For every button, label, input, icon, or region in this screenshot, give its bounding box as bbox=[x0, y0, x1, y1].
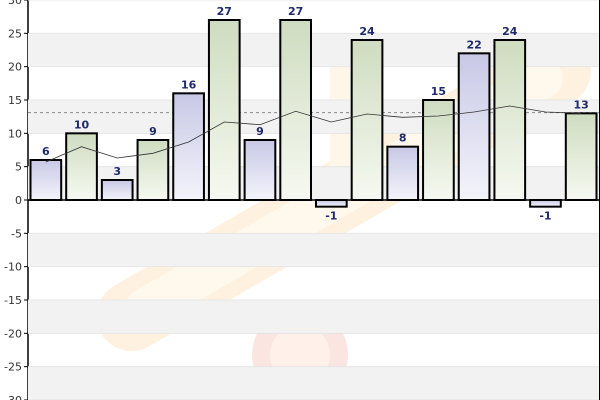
data-label: 13 bbox=[574, 98, 589, 111]
data-label: 9 bbox=[256, 125, 264, 138]
data-label: 6 bbox=[42, 145, 50, 158]
y-tick-label: 30 bbox=[8, 0, 22, 7]
data-label: 9 bbox=[149, 125, 157, 138]
bar bbox=[564, 112, 598, 201]
bar bbox=[457, 52, 491, 202]
y-tick-label: 0 bbox=[15, 194, 22, 207]
data-labels: 6 10 3 9 16 27 9 27 -1 24 8 15 22 24 -1 13 bbox=[42, 5, 589, 223]
data-label: 22 bbox=[466, 38, 481, 51]
data-label: -1 bbox=[539, 210, 551, 223]
y-tick-label: -25 bbox=[4, 361, 22, 374]
bar bbox=[172, 92, 205, 201]
grid-band bbox=[28, 366, 599, 400]
bar bbox=[65, 132, 98, 201]
bar bbox=[386, 145, 420, 202]
data-label: 10 bbox=[74, 118, 90, 131]
y-tick-label: 25 bbox=[8, 27, 22, 40]
data-label: 16 bbox=[181, 78, 197, 91]
trend-line bbox=[45, 105, 582, 163]
trend-line-group bbox=[45, 105, 582, 163]
data-label: 3 bbox=[113, 165, 121, 178]
y-tick-label: -10 bbox=[4, 261, 22, 274]
data-label: 24 bbox=[359, 25, 375, 38]
bar bbox=[493, 39, 527, 201]
y-tick-label: -15 bbox=[4, 294, 22, 307]
bar bbox=[100, 179, 134, 201]
data-label: 27 bbox=[288, 5, 303, 18]
y-tick-label: 15 bbox=[8, 94, 22, 107]
data-label: 8 bbox=[399, 132, 407, 145]
bar bbox=[350, 39, 384, 201]
data-label: -1 bbox=[325, 210, 337, 223]
bar bbox=[207, 19, 241, 201]
bar bbox=[279, 19, 313, 201]
data-label: 27 bbox=[217, 5, 232, 18]
bar bbox=[243, 139, 277, 201]
bar bbox=[314, 199, 348, 208]
bars bbox=[29, 19, 598, 208]
y-tick-label: -30 bbox=[4, 394, 22, 400]
data-label: 24 bbox=[502, 25, 518, 38]
y-axis-ticks: 30 25 20 15 10 5 0 -5 -10 -15 -20 -25 -30 bbox=[4, 0, 28, 400]
y-tick-label: 20 bbox=[8, 61, 22, 74]
bar bbox=[29, 159, 63, 201]
y-tick-label: 5 bbox=[15, 161, 22, 174]
data-label: 15 bbox=[431, 85, 446, 98]
y-tick-label: 10 bbox=[8, 127, 22, 140]
bar bbox=[136, 139, 170, 201]
grid-band bbox=[28, 300, 599, 334]
bar bbox=[529, 199, 562, 208]
y-tick-label: -5 bbox=[11, 227, 22, 240]
y-tick-label: -20 bbox=[4, 327, 22, 340]
grid-band bbox=[28, 233, 599, 267]
